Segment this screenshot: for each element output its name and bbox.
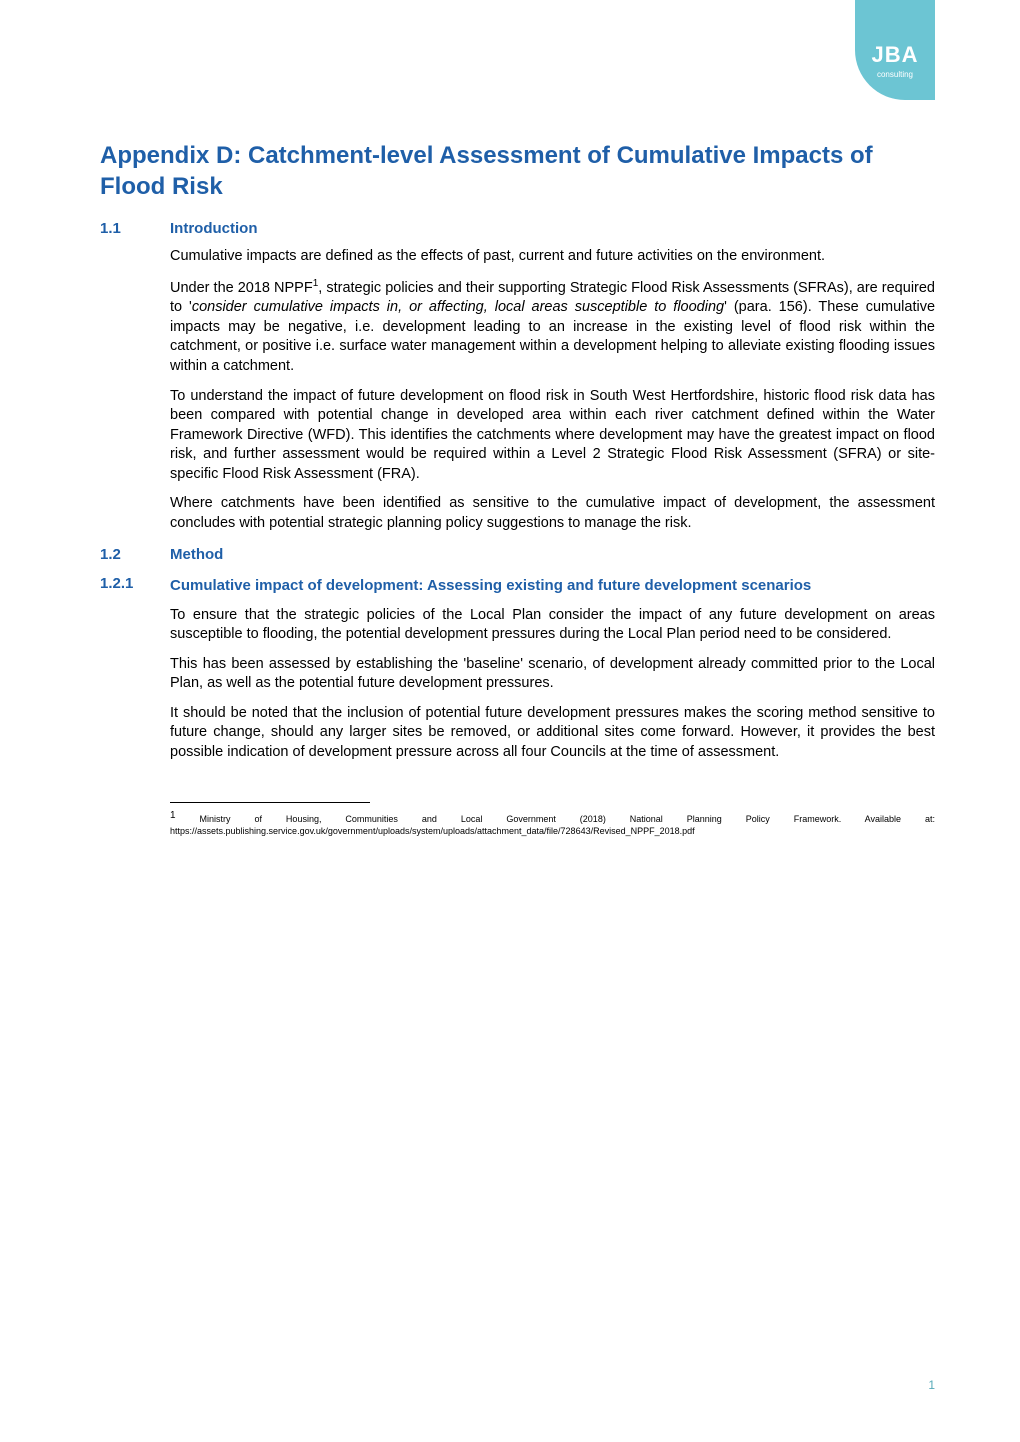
subsection-number: 1.2.1	[100, 575, 170, 596]
footnote-text: 1 Ministry of Housing, Communities and L…	[170, 809, 935, 837]
text-span: Under the 2018 NPPF	[170, 280, 313, 296]
body-paragraph: This has been assessed by establishing t…	[170, 655, 935, 694]
section-1-2-1-header: 1.2.1 Cumulative impact of development: …	[100, 575, 935, 596]
jba-logo: JBA consulting	[855, 0, 935, 100]
body-paragraph: To ensure that the strategic policies of…	[170, 606, 935, 645]
page-number: 1	[928, 1378, 935, 1392]
section-number: 1.1	[100, 220, 170, 237]
section-heading: Method	[170, 546, 223, 563]
footnote-body: Ministry of Housing, Communities and Loc…	[170, 814, 935, 836]
section-1-2-header: 1.2 Method	[100, 546, 935, 563]
appendix-title: Appendix D: Catchment-level Assessment o…	[100, 140, 935, 202]
logo-text: JBA	[871, 42, 918, 68]
logo-subtext: consulting	[877, 70, 913, 79]
body-paragraph: Under the 2018 NPPF1, strategic policies…	[170, 277, 935, 377]
body-paragraph: To understand the impact of future devel…	[170, 387, 935, 485]
footnote-divider	[170, 802, 370, 803]
italic-text: consider cumulative impacts in, or affec…	[192, 299, 724, 315]
body-paragraph: Cumulative impacts are defined as the ef…	[170, 247, 935, 267]
subsection-heading: Cumulative impact of development: Assess…	[170, 575, 811, 596]
section-heading: Introduction	[170, 220, 257, 237]
section-number: 1.2	[100, 546, 170, 563]
body-paragraph: Where catchments have been identified as…	[170, 494, 935, 533]
body-paragraph: It should be noted that the inclusion of…	[170, 704, 935, 763]
section-1-1-header: 1.1 Introduction	[100, 220, 935, 237]
